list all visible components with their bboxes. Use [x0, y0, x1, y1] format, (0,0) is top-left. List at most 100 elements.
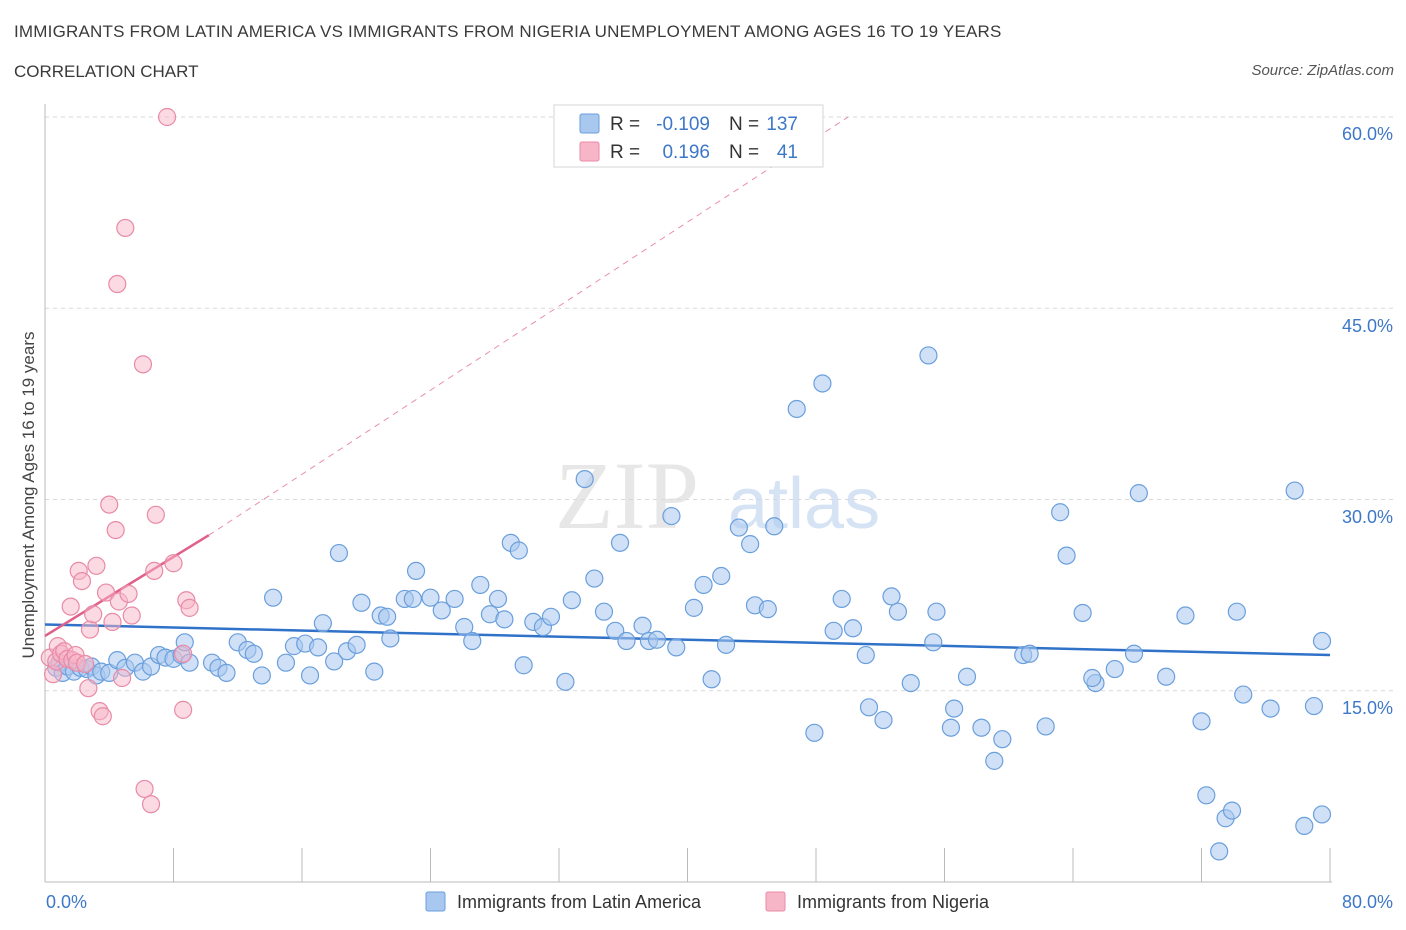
- watermark-atlas: atlas: [728, 464, 880, 544]
- latin-point: [985, 751, 1004, 770]
- latin-point: [927, 602, 946, 621]
- latin-point: [352, 593, 371, 612]
- nigeria-point: [96, 583, 116, 602]
- latin-point: [1157, 667, 1176, 686]
- latin-point: [813, 374, 832, 393]
- nigeria-point: [108, 274, 127, 294]
- nigeria-point: [135, 779, 154, 799]
- latin-point: [832, 589, 851, 609]
- nigeria-point: [87, 556, 106, 575]
- legend-nigeria-label: Immigrants from Nigeria: [797, 892, 990, 912]
- bottom-legend: Immigrants from Latin America Immigrants…: [425, 891, 990, 912]
- latin-point: [495, 610, 514, 629]
- nigeria-swatch: [579, 141, 600, 162]
- latin-point: [325, 652, 344, 671]
- latin-point: [432, 601, 451, 620]
- latin-point: [1105, 659, 1124, 679]
- latin-point: [647, 630, 667, 649]
- latin-point: [606, 621, 625, 640]
- latin-point: [252, 666, 271, 685]
- latin-point: [313, 614, 332, 633]
- latin-point: [758, 600, 777, 619]
- latin-point: [276, 653, 296, 672]
- latin-point: [556, 672, 575, 691]
- latin-point: [403, 589, 422, 609]
- nigeria-point: [72, 571, 92, 591]
- y-tick-label: 15.0%: [1342, 698, 1393, 718]
- latin-point: [455, 617, 474, 637]
- chart-title: IMMIGRANTS FROM LATIN AMERICA VS IMMIGRA…: [14, 22, 1002, 41]
- latin-point: [300, 666, 320, 685]
- latin-point: [347, 635, 366, 654]
- latin-point: [859, 698, 879, 717]
- latin-point: [919, 346, 938, 365]
- latin-point: [1312, 631, 1332, 651]
- latin-n-value: 137: [766, 114, 798, 135]
- nigeria-point: [84, 605, 103, 624]
- nigeria-point: [157, 107, 177, 127]
- latin-point: [882, 587, 901, 606]
- nigeria-n-label: N =: [729, 142, 759, 163]
- nigeria-point: [133, 355, 153, 374]
- y-tick-label: 45.0%: [1342, 316, 1393, 336]
- latin-point: [1210, 842, 1229, 861]
- latin-point: [805, 723, 824, 742]
- latin-point: [1222, 801, 1242, 820]
- nigeria-series: [40, 107, 199, 814]
- latin-point: [1083, 668, 1102, 688]
- latin-point: [365, 662, 384, 681]
- y-axis-title: Unemployment Among Ages 16 to 19 years: [19, 332, 38, 659]
- nigeria-point: [106, 520, 125, 540]
- latin-point: [471, 575, 490, 595]
- stats-box: R = -0.109 N = 137 R = 0.196 N = 41: [553, 104, 824, 168]
- latin-point: [244, 644, 263, 663]
- latin-point: [308, 638, 328, 657]
- latin-point: [972, 718, 991, 737]
- latin-r-label: R =: [610, 114, 640, 135]
- latin-point: [585, 569, 604, 588]
- nigeria-r-value: 0.196: [662, 142, 710, 163]
- nigeria-point: [80, 620, 100, 639]
- nigeria-point: [164, 554, 183, 573]
- nigeria-n-value: 41: [777, 142, 798, 163]
- nigeria-point: [61, 597, 80, 616]
- axes: [44, 104, 1332, 883]
- latin-point: [1312, 805, 1332, 824]
- latin-point: [684, 598, 704, 617]
- nigeria-point: [112, 668, 132, 688]
- latin-point: [716, 635, 736, 654]
- latin-point: [667, 638, 686, 657]
- latin-point: [694, 575, 713, 595]
- latin-point: [957, 667, 977, 686]
- watermark-zip: ZIP: [555, 442, 699, 549]
- latin-point: [1234, 685, 1253, 704]
- x-tick-label-max: 80.0%: [1342, 892, 1393, 912]
- latin-point: [741, 535, 760, 554]
- nigeria-point: [146, 505, 165, 524]
- nigeria-point: [116, 218, 135, 238]
- latin-point: [924, 633, 943, 652]
- latin-point: [575, 470, 594, 489]
- latin-point: [824, 621, 843, 640]
- legend-latin-swatch: [425, 891, 446, 912]
- nigeria-point: [141, 795, 161, 814]
- latin-r-value: -0.109: [656, 114, 710, 135]
- source-credit: Source: ZipAtlas.com: [1251, 62, 1394, 79]
- latin-point: [445, 589, 464, 609]
- latin-point: [843, 619, 863, 638]
- latin-point: [406, 561, 426, 581]
- grid: [45, 116, 1396, 692]
- latin-point: [421, 588, 440, 607]
- nigeria-point: [145, 561, 164, 581]
- latin-point: [662, 506, 681, 526]
- nigeria-point: [119, 584, 138, 603]
- latin-point: [617, 631, 636, 651]
- latin-point: [1285, 481, 1304, 500]
- nigeria-point: [76, 654, 95, 674]
- latin-point: [378, 607, 397, 626]
- latin-point: [1020, 644, 1039, 663]
- latin-point: [856, 645, 875, 665]
- latin-point: [1051, 503, 1070, 522]
- watermark: ZIP atlas: [555, 442, 880, 549]
